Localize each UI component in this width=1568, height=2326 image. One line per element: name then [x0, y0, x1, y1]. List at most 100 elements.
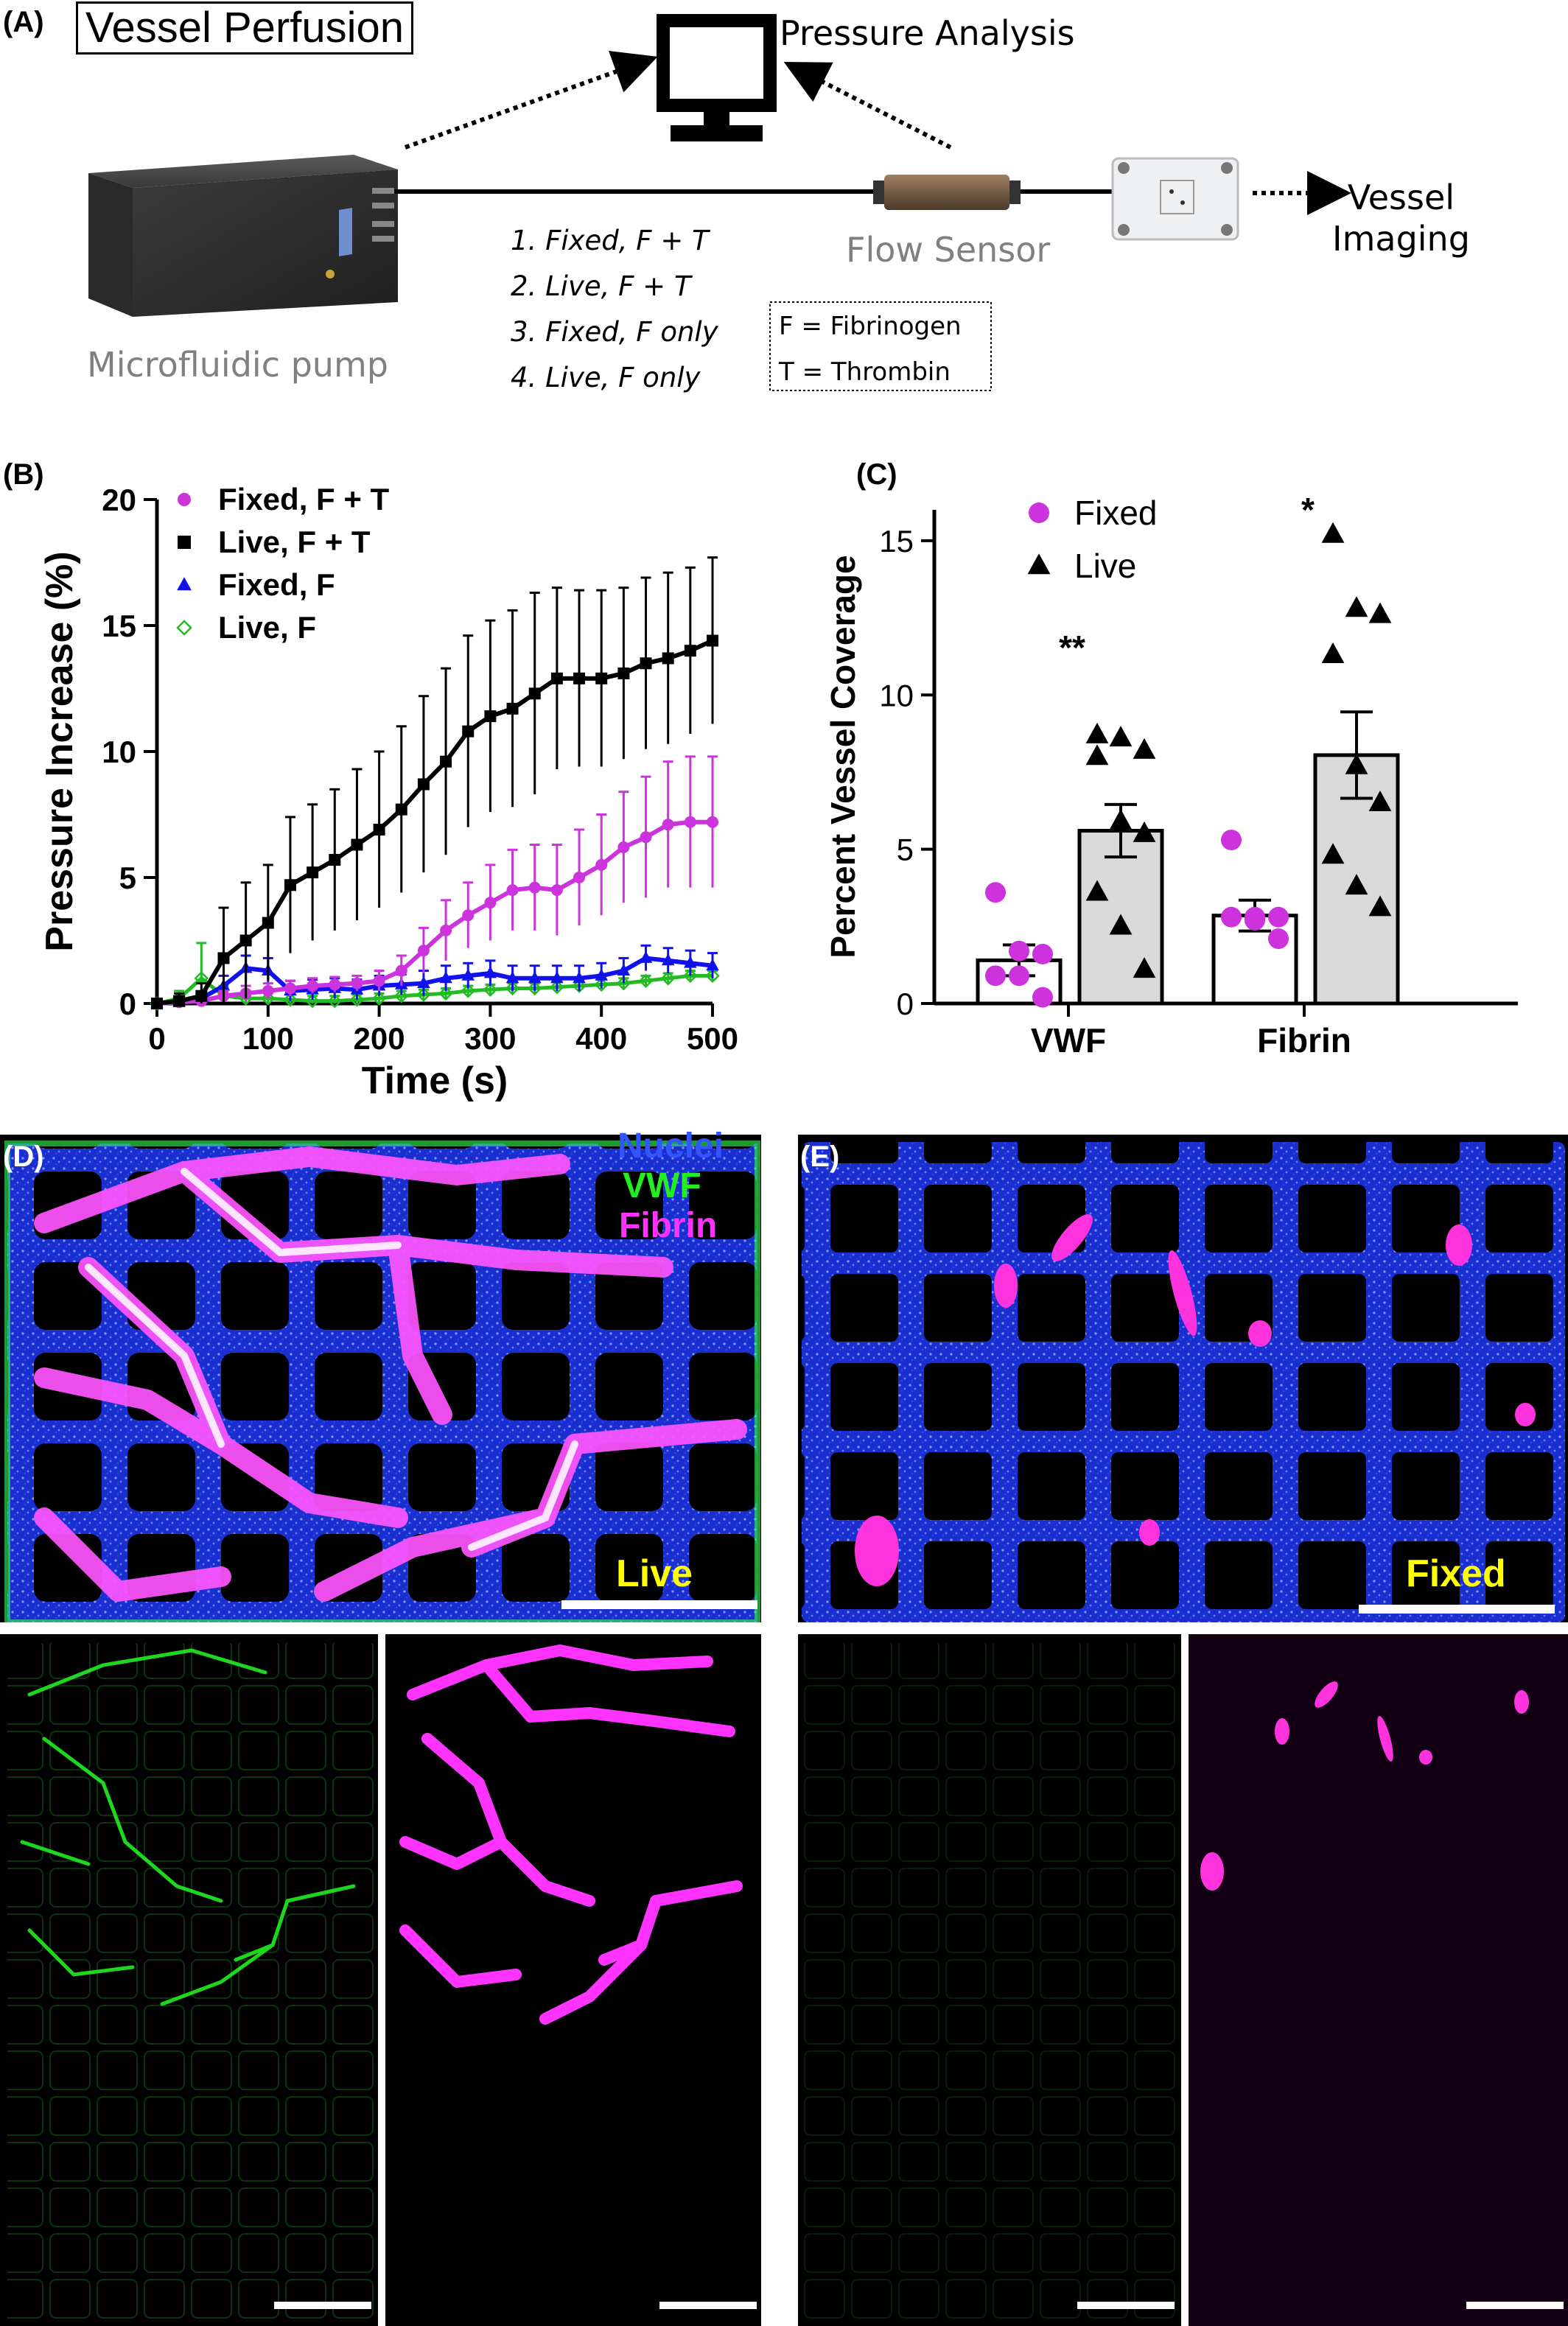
condition-item: 2. Live, F + T [511, 270, 691, 302]
data-point [1268, 928, 1289, 950]
significance-marker: * [1301, 491, 1315, 529]
data-point [550, 980, 564, 995]
scale-bar [274, 2302, 371, 2309]
vessel-imaging-label: Vessel Imaging [1332, 177, 1470, 259]
panel-d-image [0, 1135, 761, 1625]
panel-a: (A) Vessel Perfusion [0, 0, 1568, 442]
x-tick-label: 200 [354, 1021, 405, 1056]
data-point [349, 992, 365, 1007]
y-tick-label: 5 [897, 833, 914, 867]
microscopy-images [0, 1135, 1568, 2326]
y-axis-label: Percent Vessel Coverage [824, 555, 862, 958]
data-point [484, 710, 497, 723]
x-axis-label: Time (s) [362, 1059, 508, 1102]
data-point [595, 968, 608, 981]
series-line [156, 638, 714, 1006]
data-point [684, 645, 696, 657]
data-point [683, 968, 698, 984]
data-point [327, 993, 343, 1009]
computer-monitor-icon [657, 14, 777, 141]
series-line [156, 973, 713, 1006]
stain-label-fibrin: Fibrin [619, 1206, 718, 1245]
data-point [284, 879, 296, 891]
bar-group [976, 882, 1063, 1008]
y-tick-label: 20 [102, 483, 136, 517]
data-point [573, 971, 586, 984]
x-tick-label: 0 [148, 1021, 165, 1056]
condition-item: 3. Fixed, F only [511, 316, 718, 348]
data-point [705, 968, 720, 984]
data-point [1133, 738, 1156, 759]
data-point [684, 956, 697, 968]
data-point [395, 803, 407, 816]
data-point [195, 989, 208, 1002]
data-point [1368, 602, 1392, 623]
panel-e-vwf-channel [798, 1634, 1181, 2326]
data-point [707, 816, 718, 828]
data-point [239, 934, 252, 947]
panel-c-label: (C) [856, 458, 897, 491]
data-point [417, 778, 430, 791]
data-point [461, 968, 475, 981]
y-tick-label: 0 [119, 987, 136, 1021]
y-tick-label: 5 [119, 861, 136, 895]
data-point [528, 881, 541, 894]
microfluidic-pump-label: Microfluidic pump [87, 345, 388, 385]
panel-a-title: Vessel Perfusion [76, 1, 414, 55]
data-point [371, 991, 387, 1006]
data-point [262, 984, 274, 997]
data-point [351, 977, 363, 989]
abbreviation-legend: F = Fibrinogen T = Thrombin [779, 304, 962, 395]
data-point [439, 971, 452, 984]
data-point [640, 831, 652, 844]
data-point [661, 953, 675, 966]
data-point [616, 975, 631, 991]
data-point [1268, 906, 1289, 928]
vessel-imaging-line2: Imaging [1332, 219, 1470, 259]
legend-label: Fixed, F [218, 567, 335, 602]
bar-group [1211, 830, 1298, 1006]
data-point [173, 995, 186, 1007]
data-point [305, 993, 320, 1009]
data-point [572, 978, 587, 993]
legend-label: Fixed, F + T [218, 482, 390, 516]
data-point [373, 975, 385, 987]
scale-bar [1077, 2302, 1175, 2309]
data-point [1133, 957, 1156, 978]
legend-marker [176, 620, 192, 636]
data-point [594, 977, 609, 992]
data-point [985, 965, 1006, 987]
data-point [1221, 830, 1242, 851]
data-point [595, 672, 608, 684]
x-tick-label: 100 [242, 1021, 294, 1056]
data-point [416, 987, 431, 1002]
data-point [1133, 821, 1156, 842]
data-point [261, 991, 276, 1006]
condition-item: 4. Live, F only [511, 362, 701, 393]
data-point [1321, 843, 1345, 864]
data-point [395, 964, 407, 977]
data-point [505, 971, 519, 984]
microfluidic-chip-icon [1111, 157, 1239, 241]
condition-item: 1. Fixed, F + T [511, 225, 709, 256]
data-point [151, 998, 163, 1009]
data-point [1109, 914, 1133, 935]
data-point [283, 992, 298, 1007]
panel-d-vwf-channel [0, 1634, 378, 2326]
data-point [706, 959, 719, 971]
series-1 [151, 556, 718, 1009]
data-point [550, 971, 564, 984]
stain-label-vwf: VWF [623, 1166, 701, 1205]
legend-marker [178, 536, 191, 549]
legend-marker [1027, 553, 1051, 575]
flow-sensor-icon [873, 175, 1021, 210]
data-point [639, 950, 653, 963]
data-point [262, 917, 274, 929]
data-point [573, 872, 586, 883]
panel-e-image [798, 1135, 1568, 1622]
data-point [1085, 744, 1109, 766]
microfluidic-pump-icon [88, 155, 398, 317]
data-point [640, 657, 652, 670]
data-point [1085, 880, 1109, 901]
